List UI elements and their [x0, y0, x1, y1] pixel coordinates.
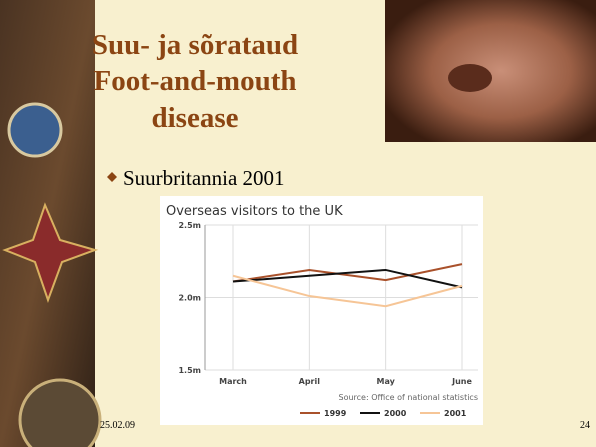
x-tick-label: May: [377, 377, 396, 386]
decor-medal: [7, 102, 63, 158]
decor-compass: [18, 378, 102, 447]
y-tick-label: 1.5m: [178, 366, 201, 375]
x-tick-label: June: [451, 377, 472, 386]
cow-photo: [385, 0, 596, 142]
slide-title: Foot-and-mouth: [93, 65, 296, 97]
bullet-text: Suurbritannia 2001: [123, 166, 285, 190]
legend-label: 1999: [324, 409, 347, 418]
x-tick-label: April: [299, 377, 321, 386]
series-line: [232, 268, 463, 289]
slide-title: disease: [152, 102, 239, 134]
chart-panel: [160, 196, 483, 425]
legend-label: 2001: [444, 409, 467, 418]
page-number: 24: [580, 420, 590, 431]
chart-title: Overseas visitors to the UK: [166, 204, 343, 219]
series-line: [232, 263, 463, 283]
legend-label: 2000: [384, 409, 407, 418]
slide-title: Suu- ja sõrataud: [92, 29, 298, 61]
y-tick-label: 2.5m: [178, 221, 201, 230]
chart-source: Source: Office of national statistics: [339, 393, 479, 402]
decor-cross: [2, 202, 99, 303]
bullet-icon: [107, 172, 117, 182]
y-tick-label: 2.0m: [178, 294, 201, 303]
slide-date: 25.02.09: [100, 420, 135, 431]
series-line: [232, 274, 463, 308]
cow-nostril: [448, 64, 492, 92]
x-tick-label: March: [219, 377, 247, 386]
